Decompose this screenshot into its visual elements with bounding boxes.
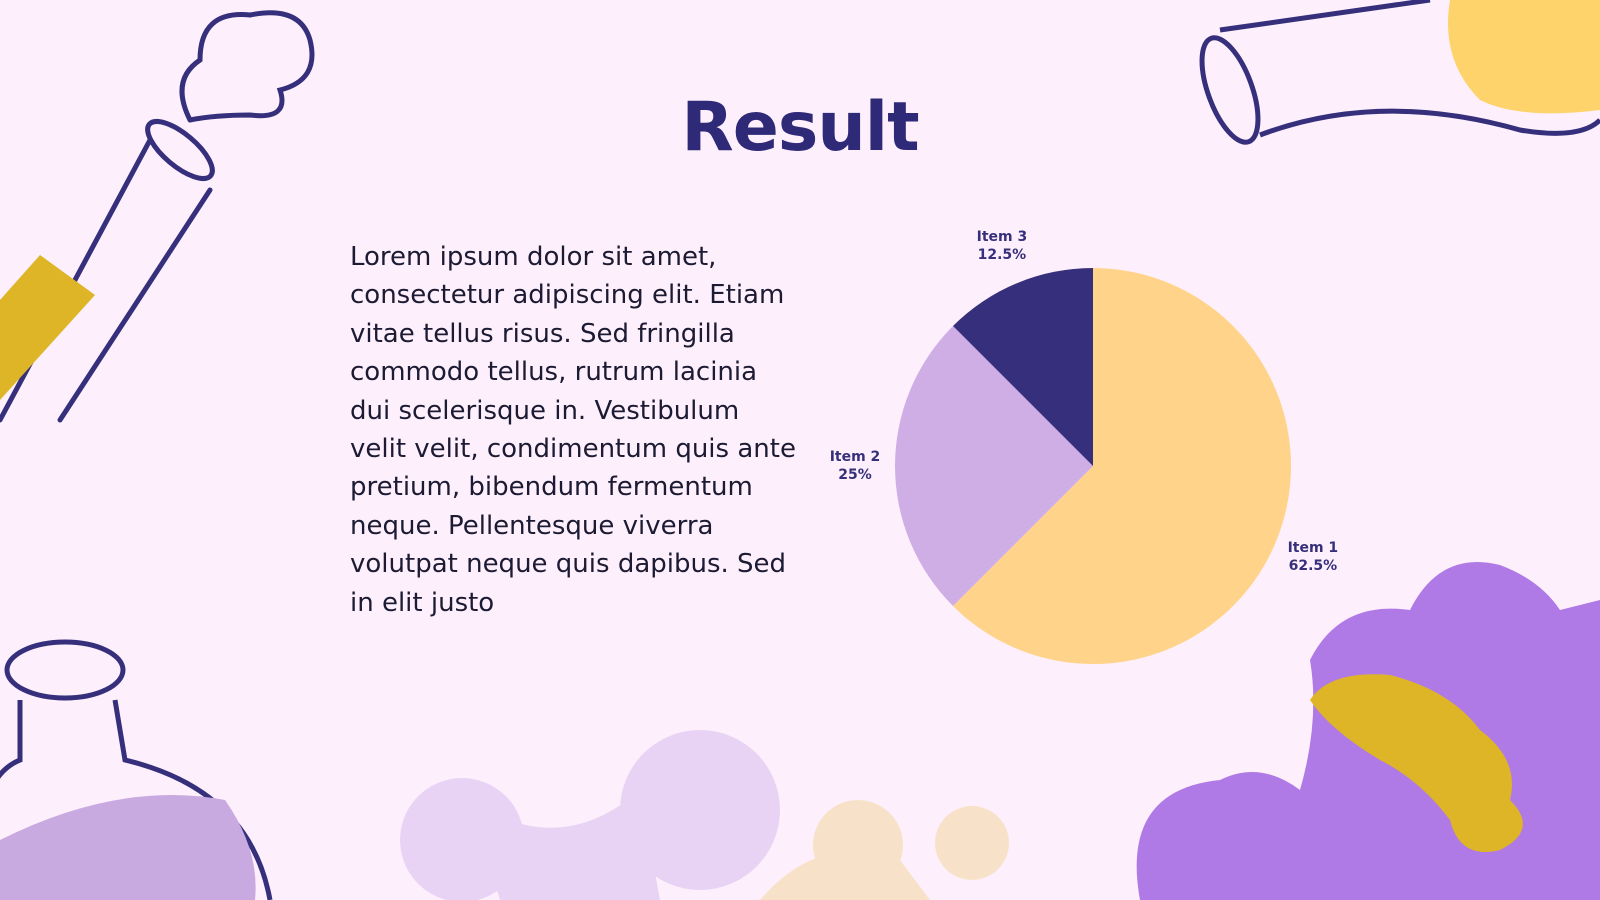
slice-value-label: 25% [838,467,872,483]
slice-label: Item 3 [977,229,1028,245]
slice-value-label: 12.5% [978,247,1027,263]
pie-slice [952,268,1093,466]
slice-label: Item 2 [830,449,881,465]
slide-title: Result [681,88,919,167]
pie-slice [952,268,1292,664]
pie-slice [894,325,1093,607]
slice-value-label: 62.5% [1289,558,1338,574]
slice-label: Item 1 [1288,540,1339,556]
body-text: Lorem ipsum dolor sit amet, consectetur … [350,242,796,618]
